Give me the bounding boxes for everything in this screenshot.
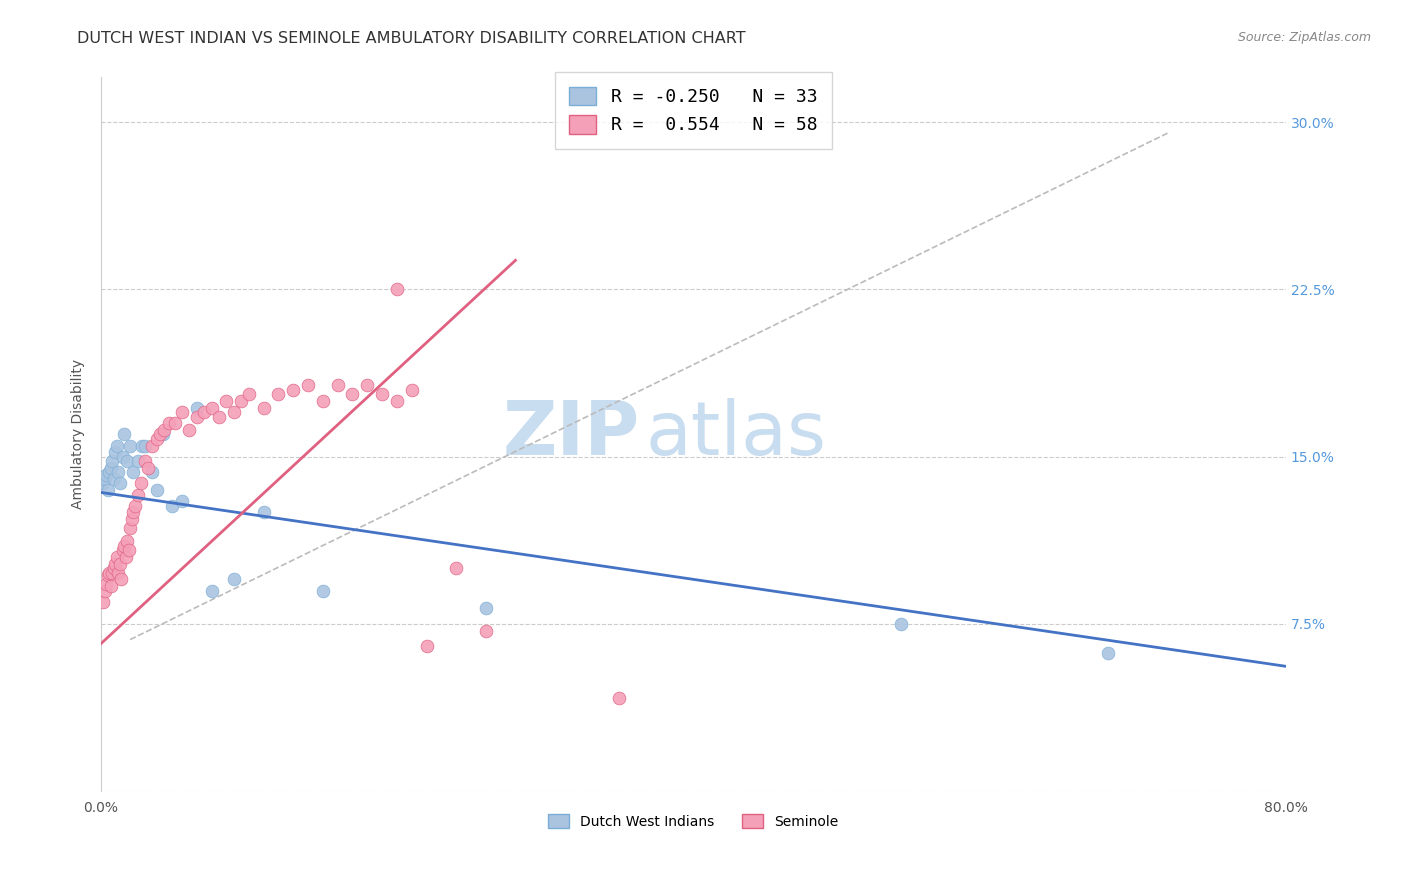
Point: [122, 465, 145, 479]
Point: [100, 579, 122, 593]
Point: [160, 499, 183, 513]
Point: [122, 505, 145, 519]
Text: DUTCH WEST INDIAN VS SEMINOLE AMBULATORY DISABILITY CORRELATION CHART: DUTCH WEST INDIAN VS SEMINOLE AMBULATORY…: [77, 31, 747, 46]
Point: [134, 438, 156, 452]
Point: [131, 438, 153, 452]
Point: [96, 576, 118, 591]
Point: [186, 409, 208, 424]
Point: [98, 465, 121, 479]
Point: [115, 534, 138, 549]
Point: [120, 438, 142, 452]
Point: [163, 416, 186, 430]
Y-axis label: Ambulatory Disability: Ambulatory Disability: [72, 359, 86, 509]
Point: [267, 387, 290, 401]
Point: [112, 427, 135, 442]
Point: [312, 393, 335, 408]
Point: [103, 561, 125, 575]
Point: [890, 617, 912, 632]
Point: [146, 432, 169, 446]
Point: [97, 567, 120, 582]
Point: [98, 566, 121, 580]
Point: [475, 601, 498, 615]
Point: [385, 393, 408, 408]
Point: [215, 393, 238, 408]
Point: [96, 467, 118, 482]
Point: [146, 483, 169, 497]
Point: [108, 557, 131, 571]
Point: [112, 539, 135, 553]
Text: atlas: atlas: [645, 398, 827, 471]
Point: [152, 427, 174, 442]
Point: [105, 549, 128, 564]
Point: [201, 583, 224, 598]
Point: [297, 378, 319, 392]
Point: [326, 378, 349, 392]
Point: [252, 401, 274, 415]
Point: [94, 583, 117, 598]
Point: [100, 460, 122, 475]
Point: [141, 438, 163, 452]
Point: [118, 543, 141, 558]
Point: [129, 476, 152, 491]
Point: [170, 494, 193, 508]
Text: Source: ZipAtlas.com: Source: ZipAtlas.com: [1237, 31, 1371, 45]
Point: [149, 427, 172, 442]
Point: [186, 401, 208, 415]
Point: [401, 383, 423, 397]
Point: [170, 405, 193, 419]
Point: [157, 416, 180, 430]
Point: [342, 387, 364, 401]
Point: [153, 423, 176, 437]
Point: [101, 566, 124, 580]
Point: [93, 595, 115, 609]
Point: [115, 454, 138, 468]
Point: [104, 557, 127, 571]
Point: [110, 572, 132, 586]
Point: [120, 521, 142, 535]
Point: [111, 543, 134, 558]
Point: [222, 572, 245, 586]
Point: [444, 561, 467, 575]
Text: ZIP: ZIP: [503, 398, 640, 471]
Point: [107, 465, 129, 479]
Point: [208, 409, 231, 424]
Point: [93, 476, 115, 491]
Point: [121, 512, 143, 526]
Point: [222, 405, 245, 419]
Point: [238, 387, 260, 401]
Point: [283, 383, 305, 397]
Point: [1097, 646, 1119, 660]
Point: [124, 499, 146, 513]
Point: [103, 472, 125, 486]
Point: [179, 423, 201, 437]
Point: [231, 393, 253, 408]
Point: [127, 454, 149, 468]
Point: [475, 624, 498, 638]
Point: [312, 583, 335, 598]
Point: [415, 640, 437, 654]
Point: [356, 378, 378, 392]
Point: [108, 476, 131, 491]
Point: [107, 566, 129, 580]
Point: [111, 450, 134, 464]
Point: [193, 405, 215, 419]
Point: [136, 460, 159, 475]
Legend: Dutch West Indians, Seminole: Dutch West Indians, Seminole: [543, 808, 844, 834]
Point: [252, 505, 274, 519]
Point: [94, 472, 117, 486]
Point: [141, 465, 163, 479]
Point: [371, 387, 394, 401]
Point: [104, 445, 127, 459]
Point: [101, 454, 124, 468]
Point: [385, 282, 408, 296]
Point: [201, 401, 224, 415]
Point: [105, 438, 128, 452]
Point: [134, 454, 156, 468]
Point: [607, 690, 630, 705]
Point: [114, 549, 136, 564]
Point: [97, 483, 120, 497]
Point: [127, 487, 149, 501]
